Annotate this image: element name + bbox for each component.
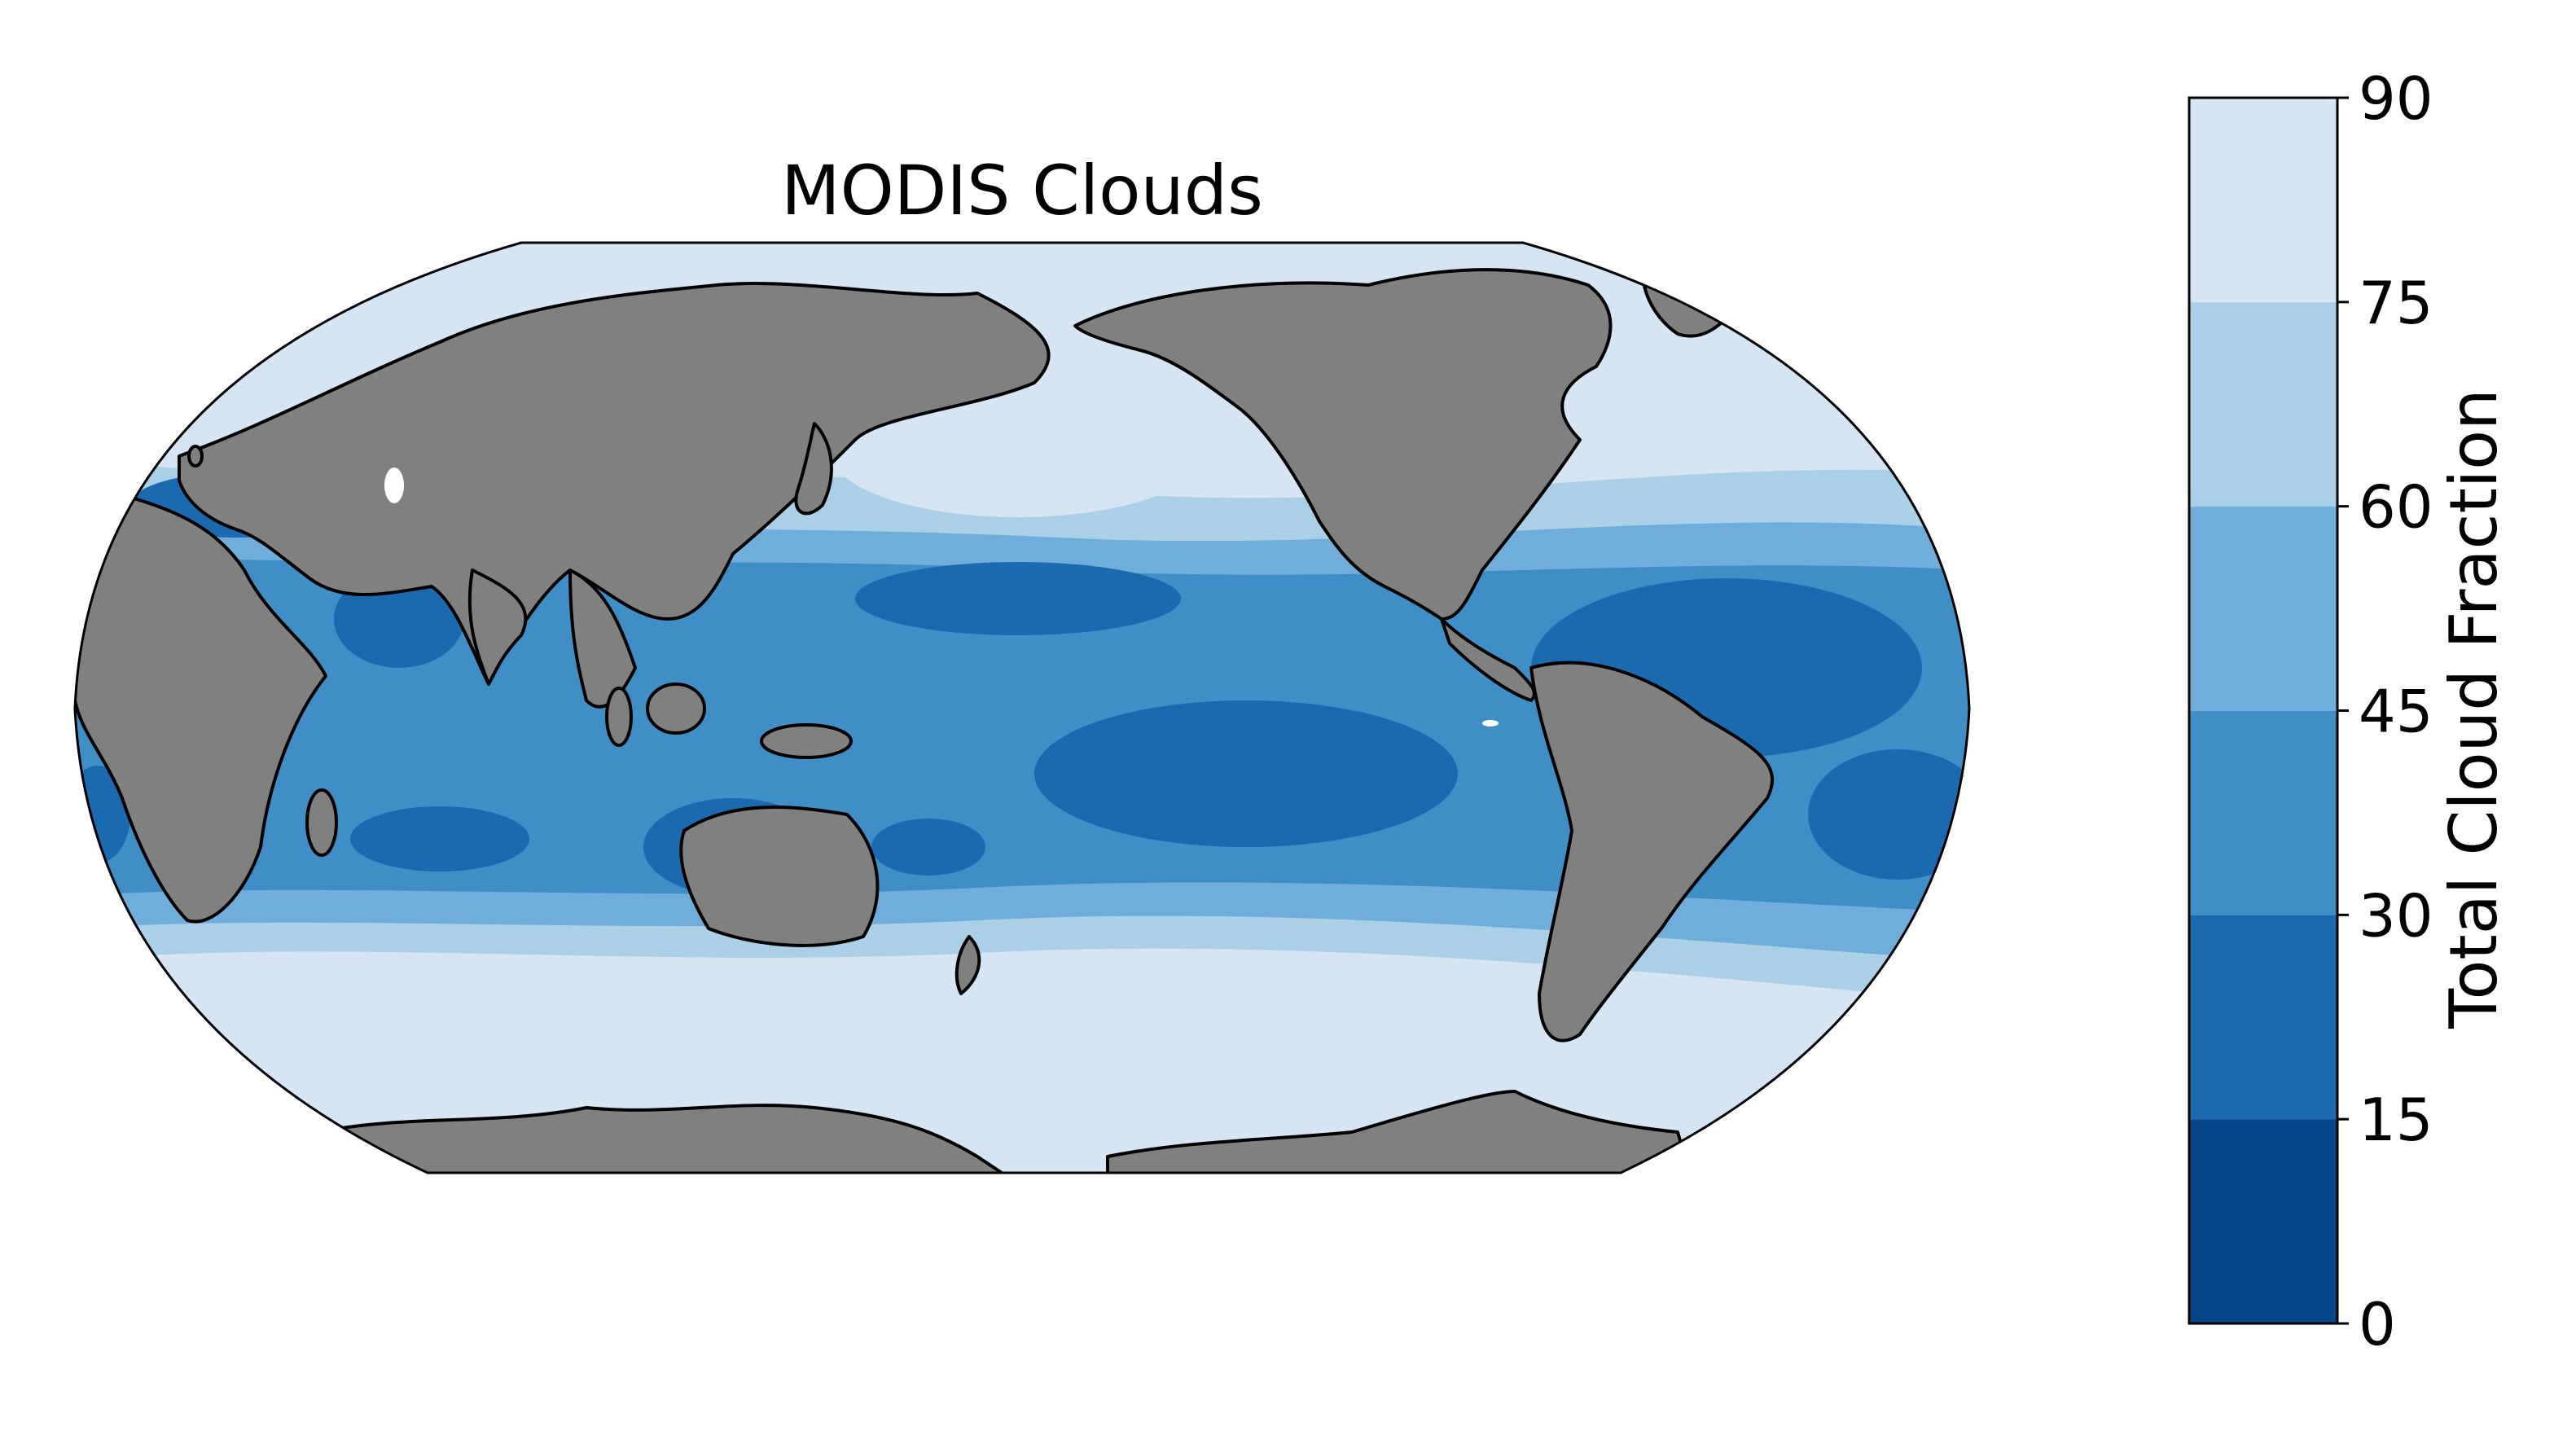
cloud-band-30-45 bbox=[75, 554, 1969, 912]
colorbar-label: Total Cloud Fraction bbox=[2436, 388, 2512, 1029]
colorbar-segment bbox=[2189, 301, 2337, 507]
japan bbox=[794, 422, 833, 516]
madagascar bbox=[305, 788, 338, 857]
colorbar-tick-label: 30 bbox=[2359, 881, 2433, 950]
colorbar-segment bbox=[2189, 506, 2337, 711]
colorbar-segment bbox=[2189, 1119, 2337, 1324]
iceland bbox=[187, 445, 204, 467]
colorbar-segment bbox=[2189, 98, 2337, 303]
antarctica bbox=[340, 1104, 1028, 1173]
map-title: MODIS Clouds bbox=[781, 151, 1263, 230]
australia bbox=[679, 805, 880, 947]
map-border bbox=[73, 241, 1971, 1174]
sumatra bbox=[605, 687, 633, 747]
colorbar-tick-label: 75 bbox=[2359, 269, 2433, 337]
land-masses bbox=[75, 257, 1774, 1173]
india bbox=[467, 568, 528, 686]
colorbar-tick-label: 60 bbox=[2359, 473, 2433, 542]
missing-data bbox=[384, 467, 1499, 726]
eurasia bbox=[178, 281, 1051, 686]
colorbar-tick-label: 45 bbox=[2359, 678, 2433, 746]
colorbar-tick-label: 0 bbox=[2359, 1290, 2396, 1359]
borneo bbox=[646, 683, 706, 735]
antarctica-east bbox=[1106, 1090, 1696, 1173]
colorbar-segment bbox=[2189, 915, 2337, 1120]
colorbar-tick-label: 15 bbox=[2359, 1086, 2433, 1154]
new-zealand bbox=[954, 935, 981, 995]
colorbar-segment bbox=[2189, 710, 2337, 915]
colorbar: 0 15 30 45 60 75 90 bbox=[2188, 64, 2433, 1359]
new-guinea bbox=[760, 723, 853, 759]
colorbar-tick-label: 90 bbox=[2359, 64, 2433, 133]
north-america bbox=[1073, 268, 1613, 621]
south-america bbox=[1529, 661, 1774, 1043]
